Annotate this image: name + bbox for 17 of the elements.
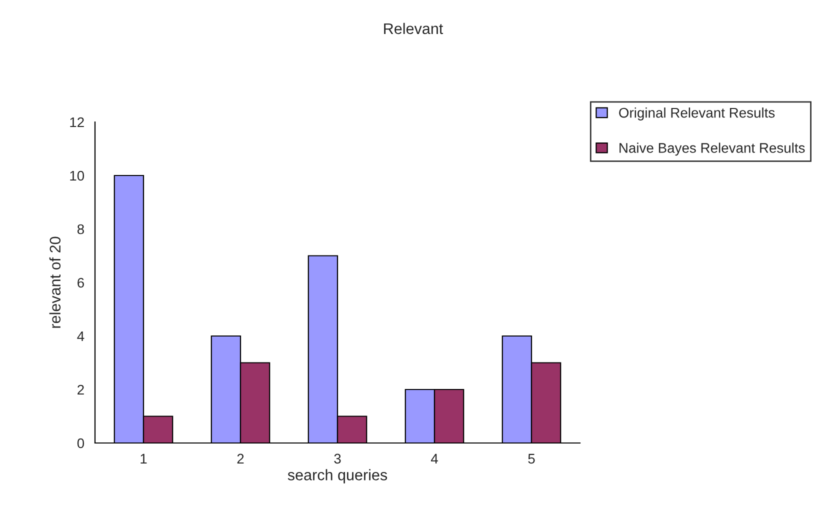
y-tick-label: 8	[77, 224, 84, 234]
legend-label: Naive Bayes Relevant Results	[620, 142, 805, 156]
y-tick-label: 10	[70, 170, 84, 181]
y-axis-title: relevant of 20	[49, 236, 61, 328]
x-tick-label: 2	[237, 454, 244, 464]
x-tick-label: 4	[430, 454, 438, 464]
x-tick-label: 3	[334, 454, 341, 464]
y-tick-label: 2	[78, 384, 84, 395]
legend-label: Original Relevant Results	[619, 108, 775, 120]
chart-title: Relevant	[384, 22, 444, 34]
y-tick-label: 12	[70, 117, 84, 128]
x-tick-label: 5	[528, 454, 535, 464]
x-tick-label: 1	[140, 454, 147, 464]
y-tick-label: 0	[77, 438, 84, 448]
x-axis-title: search queries	[288, 469, 388, 484]
y-tick-label: 6	[78, 278, 84, 288]
y-tick-label: 4	[77, 331, 84, 342]
